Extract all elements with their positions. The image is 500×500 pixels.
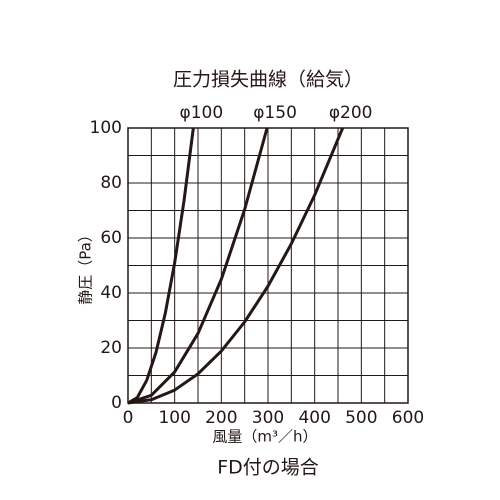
y-tick-label: 100 <box>90 118 122 138</box>
x-tick-label: 300 <box>252 408 284 428</box>
x-axis-label: 風量（m³／h） <box>212 428 317 446</box>
curve <box>127 127 269 405</box>
x-tick-label: 600 <box>392 408 424 428</box>
x-tick-label: 500 <box>345 408 377 428</box>
x-tick-label: 400 <box>298 408 330 428</box>
y-tick-label: 20 <box>100 338 122 358</box>
x-tick-label: 100 <box>158 408 190 428</box>
y-tick-label: 80 <box>100 173 122 193</box>
y-tick-label: 60 <box>100 228 122 248</box>
y-axis-label: 静圧（Pa） <box>77 227 95 305</box>
y-tick-label: 40 <box>100 283 122 303</box>
y-tick-label: 0 <box>111 393 122 413</box>
series-label: φ200 <box>329 103 373 123</box>
chart-title: 圧力損失曲線（給気） <box>173 69 363 91</box>
series-label: φ100 <box>179 103 223 123</box>
curve <box>127 127 345 405</box>
series-label: φ150 <box>253 103 297 123</box>
x-tick-label: 0 <box>123 408 134 428</box>
x-tick-label: 200 <box>205 408 237 428</box>
plot-frame <box>127 127 409 404</box>
curve <box>127 127 195 405</box>
chart-subtitle: FD付の場合 <box>217 457 319 479</box>
